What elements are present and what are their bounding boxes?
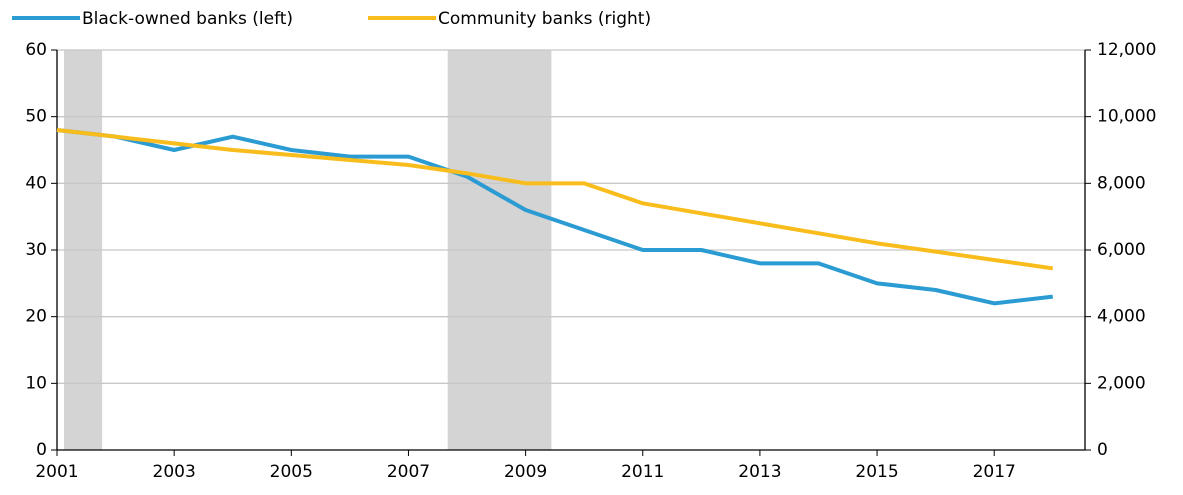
series-line	[56, 128, 1054, 306]
legend-label: Community banks (right)	[438, 9, 651, 29]
y-tick-label: 60	[25, 40, 47, 60]
y-tick-label: 50	[25, 107, 47, 127]
y-tick-label: 20	[25, 307, 47, 327]
y2-tick-label: 6,000	[1097, 240, 1146, 260]
x-tick-label: 2001	[35, 462, 78, 482]
y2-tick-label: 4,000	[1097, 307, 1146, 327]
y-tick-label: 40	[25, 173, 47, 193]
y2-tick-label: 12,000	[1097, 40, 1156, 60]
x-tick-label: 2009	[504, 462, 547, 482]
legend-label: Black-owned banks (left)	[82, 9, 293, 29]
y-tick-label: 0	[36, 440, 47, 460]
y-tick-label: 10	[25, 373, 47, 393]
x-tick-label: 2007	[387, 462, 430, 482]
x-tick-label: 2013	[738, 462, 781, 482]
y2-tick-label: 8,000	[1097, 173, 1146, 193]
x-tick-label: 2011	[621, 462, 664, 482]
x-tick-label: 2015	[855, 462, 898, 482]
y2-tick-label: 10,000	[1097, 107, 1156, 127]
y-tick-label: 30	[25, 240, 47, 260]
y2-tick-label: 2,000	[1097, 373, 1146, 393]
series-line	[56, 128, 1054, 271]
x-tick-label: 2017	[973, 462, 1016, 482]
x-tick-label: 2005	[270, 462, 313, 482]
y2-tick-label: 0	[1097, 440, 1108, 460]
x-tick-label: 2003	[153, 462, 196, 482]
